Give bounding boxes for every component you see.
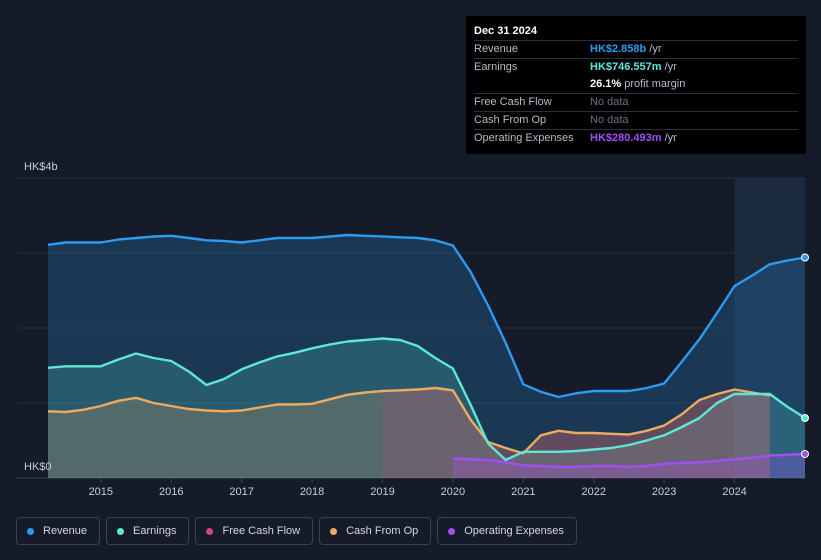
tooltip-row: Cash From Op No data [474,111,798,129]
legend-label: Operating Expenses [464,525,564,537]
tooltip-date: Dec 31 2024 [474,25,537,37]
legend-item-free-cash-flow[interactable]: Free Cash Flow [195,517,314,545]
tooltip-row-value: No data [590,96,629,108]
series-line-cash-from-op [47,386,771,455]
tooltip-row: Operating Expenses HK$280.493m/yr [474,129,798,147]
series-line-operating-expenses [452,452,806,468]
legend-dot-icon [206,527,214,535]
x-tick-label: 2024 [722,486,746,498]
tooltip-row-value: 26.1% [590,78,622,90]
tooltip-row-unit: /yr [649,43,662,55]
legend-label: Earnings [133,525,177,537]
endpoint-marker [801,450,809,458]
area-earnings [48,338,805,478]
tooltip-row-label: Free Cash Flow [474,96,552,108]
x-tick-label: 2018 [300,486,324,498]
legend-label: Revenue [43,525,88,537]
tooltip-row-label: Earnings [474,61,518,73]
series-line-earnings [47,337,806,462]
tooltip-row-label: Operating Expenses [474,132,574,144]
tooltip-row: Earnings HK$746.557m/yr [474,58,798,76]
x-tick-label: 2022 [582,486,606,498]
legend-dot-icon [117,527,125,535]
tooltip-row-label: Cash From Op [474,114,547,126]
area-cash-from-op [48,388,770,478]
tooltip-panel: Dec 31 2024 Revenue HK$2.858b/yr Earnings H… [466,16,806,154]
legend-dot-icon [330,527,338,535]
tooltip-row-value: HK$2.858b [590,43,647,55]
legend-label: Cash From Op [346,525,419,537]
x-tick-label: 2017 [229,486,253,498]
x-tick-label: 2023 [652,486,676,498]
tooltip-row-unit: /yr [664,61,677,73]
tooltip-row: Free Cash Flow No data [474,93,798,111]
legend-label: Free Cash Flow [222,525,301,537]
endpoint-marker [801,414,809,422]
x-tick-label: 2019 [370,486,394,498]
series-line-revenue [47,233,806,399]
tooltip-row-unit: profit margin [624,78,686,90]
legend-dot-icon [27,527,34,535]
x-tick-label: 2015 [89,486,113,498]
tooltip-row-unit: /yr [664,132,677,144]
legend-dot-icon [448,527,456,535]
legend: Revenue Earnings Free Cash Flow Cash From O… [16,517,577,545]
y-tick-label-top: HK$4b [24,161,58,173]
legend-item-operating-expenses[interactable]: Operating Expenses [437,517,577,545]
tooltip-row: Revenue HK$2.858b/yr [474,40,798,58]
tooltip-row-value: HK$746.557m [590,61,662,73]
legend-item-cash-from-op[interactable]: Cash From Op [319,517,432,545]
endpoint-marker [801,253,809,262]
y-tick-label-bottom: HK$0 [24,461,52,473]
area-operating-expenses [452,454,805,478]
legend-item-revenue[interactable]: Revenue [16,517,101,545]
tooltip-row-label: Revenue [474,43,519,55]
x-tick-label: 2016 [159,486,183,498]
tooltip-row-label [474,76,590,93]
tooltip-row-value: HK$280.493m [590,132,662,144]
tooltip-row: 26.1% profit margin [474,76,798,93]
legend-item-earnings[interactable]: Earnings [106,517,190,545]
x-tick-label: 2021 [511,486,535,498]
x-tick-label: 2020 [441,486,465,498]
tooltip-row-value: No data [590,114,629,126]
area-revenue [48,235,805,478]
